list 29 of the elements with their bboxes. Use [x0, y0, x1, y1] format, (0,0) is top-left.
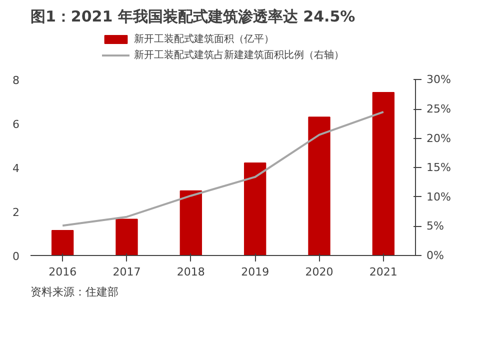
legend-label: 新开工装配式建筑占新建建筑面积比例（右轴） [134, 48, 344, 62]
y-tick-label: 8 [12, 74, 20, 88]
x-tick-label: 2019 [241, 266, 270, 278]
x-tick-label: 2020 [305, 266, 334, 278]
y2-tick-label: 5% [426, 220, 444, 233]
y2-tick-label: 15% [426, 161, 451, 174]
bar [244, 162, 266, 256]
x-tick-label: 2017 [112, 266, 141, 278]
y2-tick-label: 30% [426, 73, 451, 86]
y-tick-label: 0 [12, 250, 20, 263]
y2-tick-label: 25% [426, 102, 451, 116]
x-tick-label: 2021 [369, 266, 398, 278]
bar [116, 218, 138, 256]
bar [180, 190, 202, 256]
bar [51, 230, 74, 256]
line-series [62, 110, 384, 227]
text: 资料来源：住建部 [30, 286, 118, 298]
y2-tick-label: 0% [426, 249, 444, 262]
bar [308, 116, 330, 256]
x-tick-label: 2016 [48, 266, 77, 278]
x-tick-label: 2018 [176, 266, 205, 278]
y-tick-label: 6 [12, 118, 20, 132]
y2-tick-label: 10% [426, 190, 451, 204]
chart-title: 图1：2021 年我国装配式建筑渗透率达 24.5% [30, 8, 356, 26]
y-tick-label: 4 [12, 162, 20, 176]
legend-label: 新开工装配式建筑面积（亿平） [134, 32, 274, 46]
y2-tick-label: 20% [426, 132, 451, 145]
y-tick-label: 2 [12, 206, 20, 220]
bar [372, 92, 395, 256]
